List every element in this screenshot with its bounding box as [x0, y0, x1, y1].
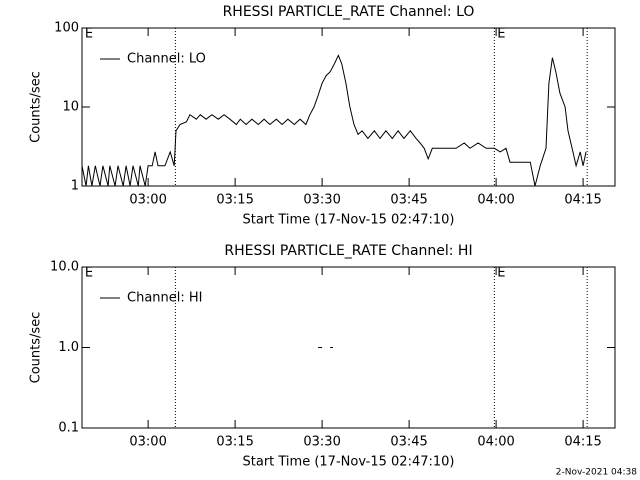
legend-label: Channel: HI	[127, 291, 203, 306]
event-label: E	[497, 27, 505, 42]
event-label: E	[85, 27, 93, 42]
y-tick-label: 100	[54, 21, 79, 36]
y-axis-label: Counts/sec	[29, 312, 44, 384]
x-tick-label: 04:15	[564, 435, 601, 450]
x-tick-label: 04:00	[477, 435, 514, 450]
x-tick-label: 03:00	[129, 193, 166, 208]
y-axis-label: Counts/sec	[29, 71, 44, 143]
x-tick-label: 03:30	[303, 193, 340, 208]
y-tick-label: 10	[62, 100, 79, 115]
x-tick-label: 04:00	[477, 193, 514, 208]
chart-title: RHESSI PARTICLE_RATE Channel: LO	[223, 4, 475, 20]
event-label: E	[497, 266, 505, 281]
x-tick-label: 03:00	[129, 435, 166, 450]
x-tick-label: 03:15	[216, 435, 253, 450]
x-tick-label: 03:45	[390, 435, 427, 450]
y-tick-label: 0.1	[58, 421, 79, 436]
x-tick-label: 03:45	[390, 193, 427, 208]
data-line	[81, 54, 587, 187]
chart-title: RHESSI PARTICLE_RATE Channel: HI	[224, 243, 472, 259]
x-axis-label: Start Time (17-Nov-15 02:47:10)	[243, 455, 455, 470]
event-label: E	[85, 266, 93, 281]
y-tick-label: 1.0	[58, 340, 79, 355]
x-tick-label: 03:30	[303, 435, 340, 450]
x-axis-label: Start Time (17-Nov-15 02:47:10)	[243, 213, 455, 228]
x-tick-label: 04:15	[564, 193, 601, 208]
y-tick-label: 10.0	[50, 260, 79, 275]
legend-label: Channel: LO	[127, 52, 206, 67]
timestamp: 2-Nov-2021 04:38	[556, 468, 638, 478]
y-tick-label: 1	[71, 179, 79, 194]
x-tick-label: 03:15	[216, 193, 253, 208]
